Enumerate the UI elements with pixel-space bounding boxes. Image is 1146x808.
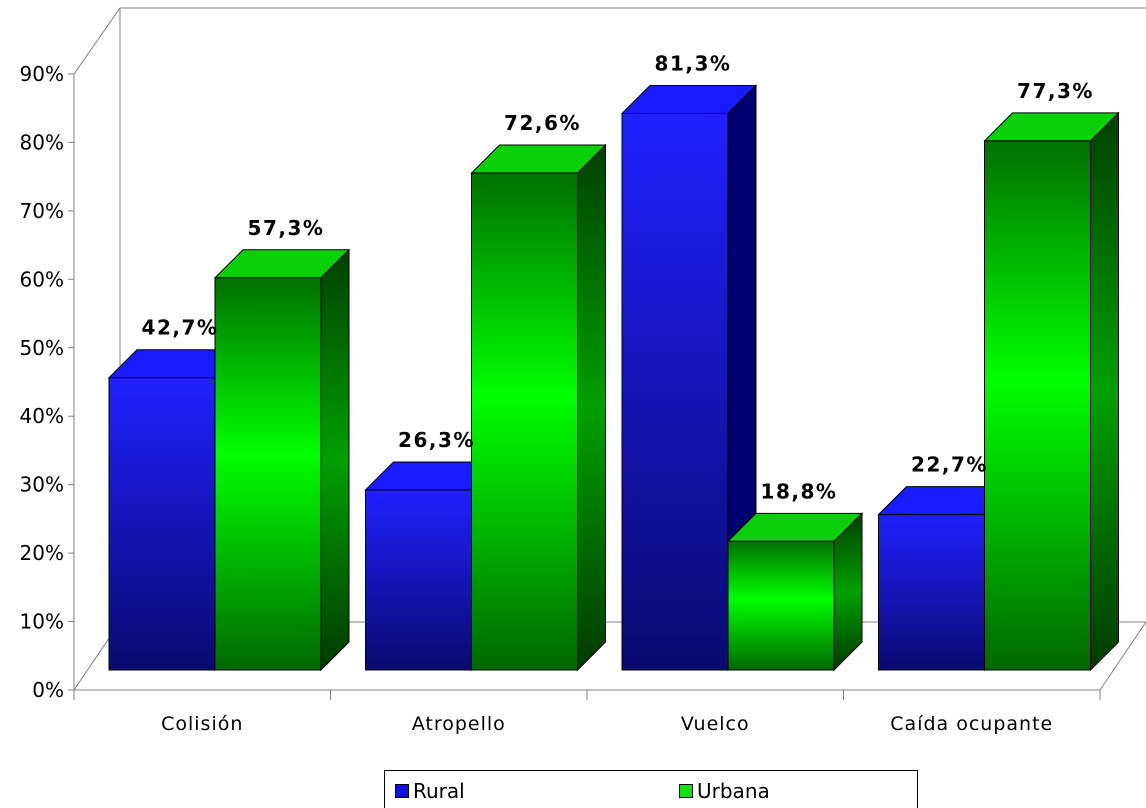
bar-urbana xyxy=(470,143,607,672)
y-tick-label: 0% xyxy=(32,678,64,702)
y-axis: 0% 10% 20% 30% 40% 50% 60% 70% 80% 90% xyxy=(20,62,74,702)
data-label: 81,3% xyxy=(655,52,732,76)
y-tick-label: 20% xyxy=(20,541,64,565)
x-tick-label: Colisión xyxy=(161,713,243,735)
bar-side xyxy=(320,248,350,672)
data-label: 26,3% xyxy=(398,428,475,452)
x-tick-label: Caída ocupante xyxy=(890,713,1053,735)
y-tick-label: 90% xyxy=(20,62,64,86)
bar-front xyxy=(365,489,472,671)
legend-label-urbana: Urbana xyxy=(697,779,770,803)
bar-front xyxy=(727,540,835,671)
y-tick-label: 70% xyxy=(20,199,64,223)
legend-item-rural: Rural xyxy=(395,779,465,803)
y-tick-label: 40% xyxy=(20,404,64,428)
bar-front xyxy=(471,172,578,671)
x-tick-label: Vuelco xyxy=(681,713,750,735)
bar-urbana xyxy=(983,111,1120,672)
bar-front xyxy=(878,514,985,671)
data-label: 77,3% xyxy=(1017,79,1094,103)
x-axis: Colisión Atropello Vuelco Caída ocupante xyxy=(73,690,1101,735)
bar-side xyxy=(1090,111,1119,672)
bar-rural xyxy=(620,84,758,672)
data-labels-group: 42,7% 57,3% 26,3% 72,6% 81,3% 18,8% 22,7% 77,3% xyxy=(142,52,1094,504)
legend-label-rural: Rural xyxy=(413,779,465,803)
bar-front xyxy=(984,140,1091,671)
data-label: 57,3% xyxy=(248,216,325,240)
legend-swatch-rural xyxy=(395,784,409,798)
bars-group xyxy=(107,84,1120,672)
y-tick-label: 10% xyxy=(20,610,64,634)
y-tick-label: 50% xyxy=(20,336,64,360)
data-label: 22,7% xyxy=(911,453,988,477)
bar-urbana xyxy=(213,248,351,672)
data-label: 72,6% xyxy=(504,111,581,135)
data-label: 18,8% xyxy=(761,479,838,503)
legend-swatch-urbana xyxy=(679,784,693,798)
legend: Rural Urbana xyxy=(384,770,918,808)
data-label: 42,7% xyxy=(142,316,219,340)
bar-front xyxy=(214,277,322,671)
bar-chart: 0% 10% 20% 30% 40% 50% 60% 70% 80% 90% Colisión At… xyxy=(20,7,1146,735)
bar-front xyxy=(621,113,729,671)
bar-urbana xyxy=(726,512,864,672)
x-tick-label: Atropello xyxy=(412,713,506,735)
legend-item-urbana: Urbana xyxy=(679,779,770,803)
bar-side xyxy=(577,143,606,672)
y-tick-label: 30% xyxy=(20,473,64,497)
bar-front xyxy=(108,377,216,671)
y-tick-label: 60% xyxy=(20,267,64,291)
y-tick-label: 80% xyxy=(20,130,64,154)
